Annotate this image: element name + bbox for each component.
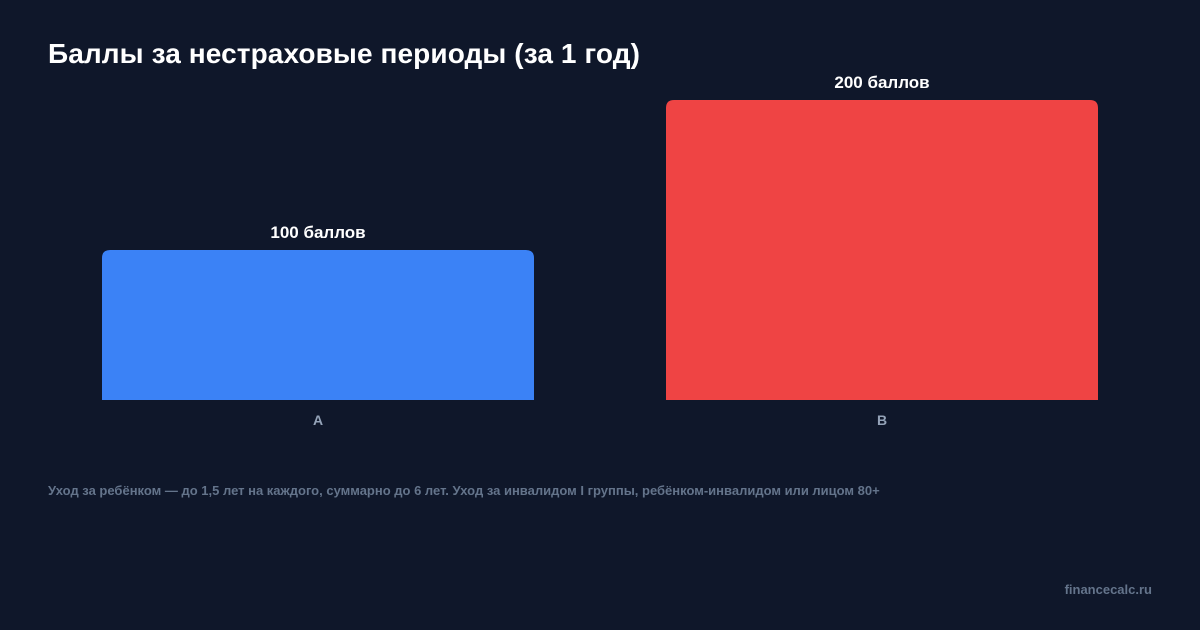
brand-watermark: financecalc.ru bbox=[1064, 582, 1152, 597]
value-label-a: 100 баллов bbox=[270, 223, 365, 242]
bar-b bbox=[666, 100, 1098, 400]
category-label-b: B bbox=[877, 412, 887, 428]
category-label-a: A bbox=[313, 412, 323, 428]
value-label-b: 200 баллов bbox=[834, 73, 929, 92]
bar-a bbox=[102, 250, 534, 400]
footnote: Уход за ребёнком — до 1,5 лет на каждого… bbox=[48, 483, 880, 498]
chart-title: Баллы за нестраховые периоды (за 1 год) bbox=[48, 38, 640, 69]
